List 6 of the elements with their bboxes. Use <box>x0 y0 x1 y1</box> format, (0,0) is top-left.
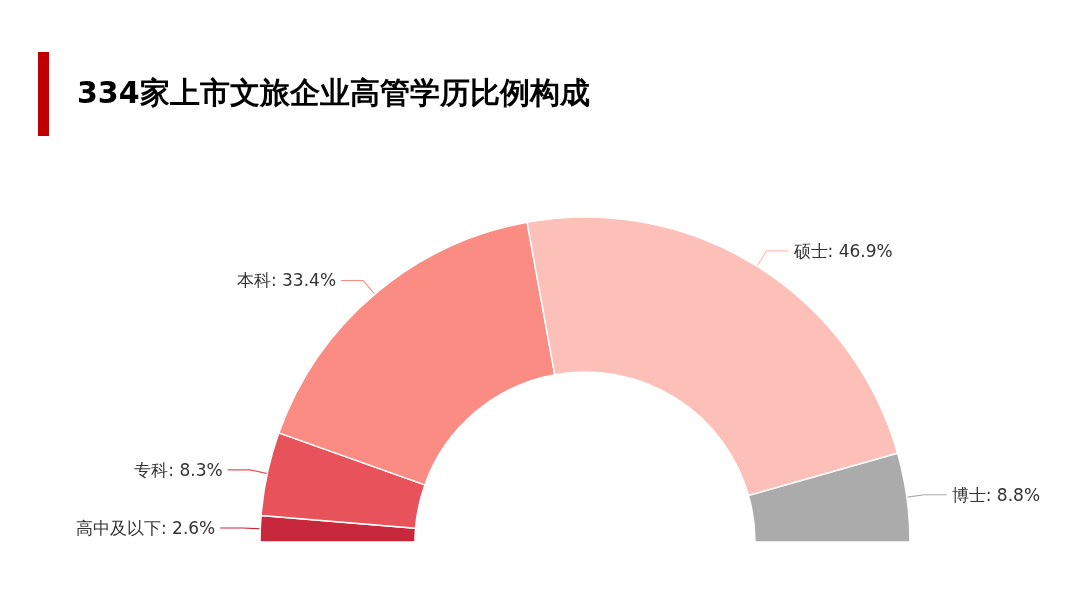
slice-label: 本科: 33.4% <box>236 270 337 291</box>
slice-label: 高中及以下: 2.6% <box>75 518 216 538</box>
slice-label: 博士: 8.8% <box>951 484 1041 505</box>
slice-label: 硕士: 46.9% <box>792 240 893 261</box>
chart-title: 334家上市文旅企业高管学历比例构成 <box>77 74 590 110</box>
slice-label: 专科: 8.3% <box>134 459 223 480</box>
